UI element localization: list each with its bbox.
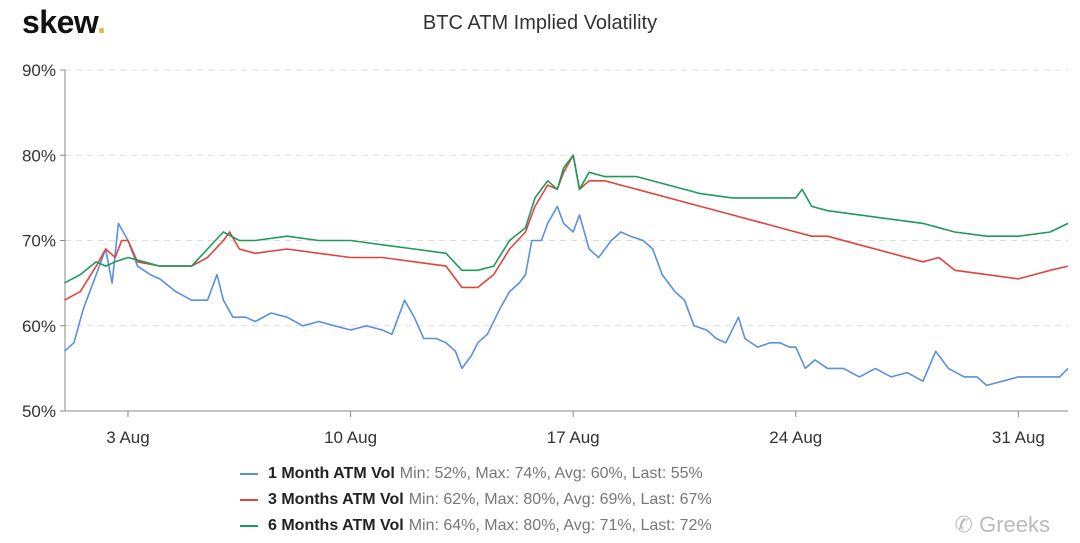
x-tick-label: 10 Aug [324, 428, 377, 447]
logo-text: skew [22, 4, 98, 40]
watermark: ✆ Greeks [955, 512, 1050, 538]
legend-series-name: 6 Months ATM Vol [268, 517, 404, 534]
x-tick-label: 24 Aug [769, 428, 822, 447]
x-tick-label: 17 Aug [547, 428, 600, 447]
legend-swatch [240, 525, 258, 527]
x-tick-label: 31 Aug [992, 428, 1045, 447]
legend-series-name: 1 Month ATM Vol [268, 465, 395, 482]
legend-item[interactable]: 6 Months ATM Vol Min: 64%, Max: 80%, Avg:… [240, 513, 712, 539]
x-tick-label: 3 Aug [106, 428, 150, 447]
y-tick-label: 80% [22, 146, 56, 165]
legend-series-stats: Min: 64%, Max: 80%, Avg: 71%, Last: 72% [408, 517, 712, 534]
legend: 1 Month ATM Vol Min: 52%, Max: 74%, Avg: … [240, 461, 712, 539]
legend-item[interactable]: 1 Month ATM Vol Min: 52%, Max: 74%, Avg: … [240, 461, 712, 487]
series-line-3 [64, 154, 1069, 284]
legend-series-stats: Min: 62%, Max: 80%, Avg: 69%, Last: 67% [408, 491, 712, 508]
skew-logo: skew. [22, 4, 106, 41]
series-line-1 [63, 205, 1069, 387]
y-tick-label: 70% [22, 232, 56, 251]
legend-swatch [240, 499, 258, 501]
legend-item[interactable]: 3 Months ATM Vol Min: 62%, Max: 80%, Avg:… [240, 487, 712, 513]
y-tick-label: 60% [22, 317, 56, 336]
legend-series-name: 3 Months ATM Vol [268, 491, 404, 508]
legend-swatch [240, 473, 258, 475]
logo-dot: . [97, 4, 106, 40]
y-tick-label: 90% [22, 61, 56, 80]
wechat-icon: ✆ [954, 512, 980, 537]
y-tick-label: 50% [22, 402, 56, 421]
legend-series-stats: Min: 52%, Max: 74%, Avg: 60%, Last: 55% [399, 465, 703, 482]
watermark-text: Greeks [979, 512, 1050, 537]
chart-title: BTC ATM Implied Volatility [422, 12, 658, 34]
